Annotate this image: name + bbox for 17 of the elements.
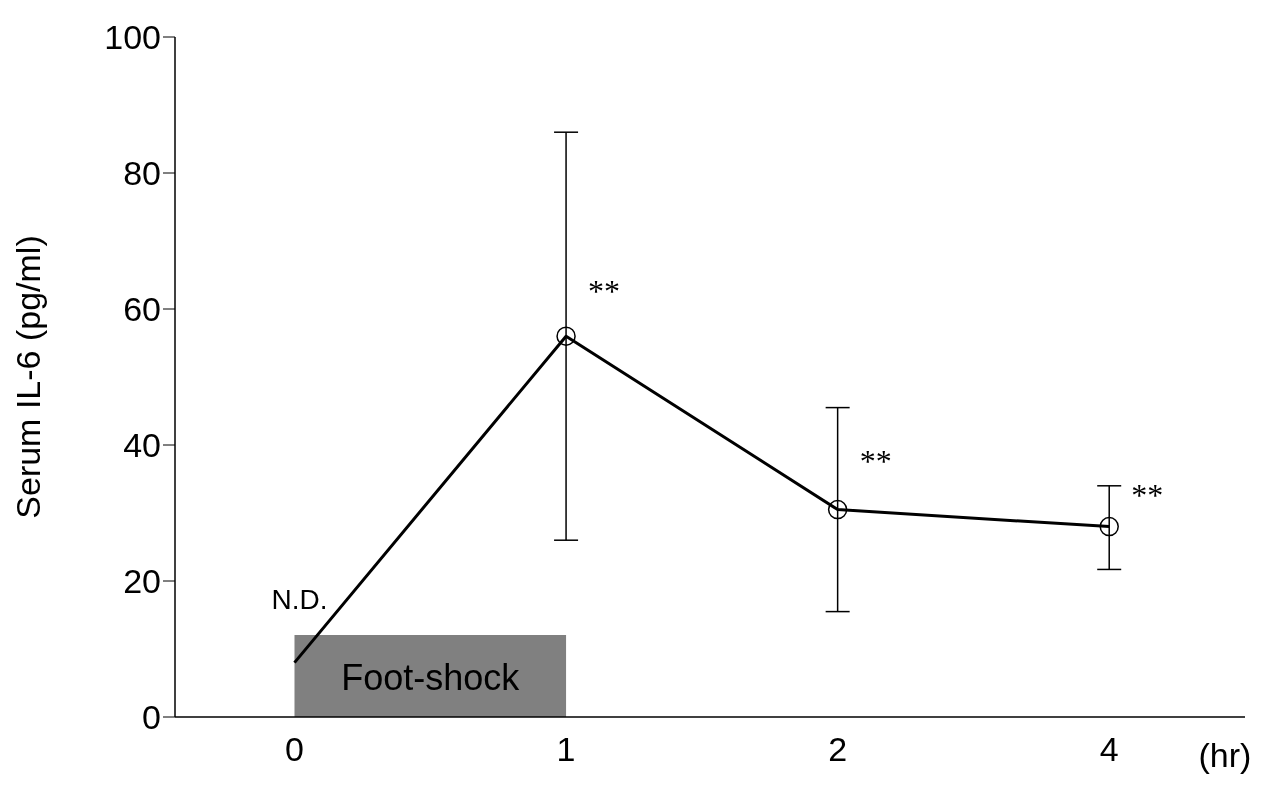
y-tick-label: 0 <box>142 698 161 737</box>
x-axis-title: (hr) <box>1198 736 1252 774</box>
y-tick-label: 40 <box>123 426 161 465</box>
annotation: ** <box>1131 477 1164 514</box>
x-tick-label: 1 <box>556 730 576 769</box>
band-label: Foot-shock <box>341 657 521 698</box>
annotation: N.D. <box>271 584 328 615</box>
y-tick-label: 20 <box>123 562 161 601</box>
x-tick-label: 2 <box>828 730 848 769</box>
x-tick-label: 4 <box>1099 730 1119 769</box>
x-tick-label: 0 <box>285 730 304 769</box>
annotation: ** <box>859 443 892 480</box>
y-tick-label: 60 <box>123 290 161 329</box>
y-axis-title: Serum IL-6 (pg/ml) <box>9 235 48 519</box>
y-tick-label: 100 <box>104 18 161 57</box>
annotation: ** <box>588 273 621 310</box>
y-tick-label: 80 <box>123 154 161 193</box>
